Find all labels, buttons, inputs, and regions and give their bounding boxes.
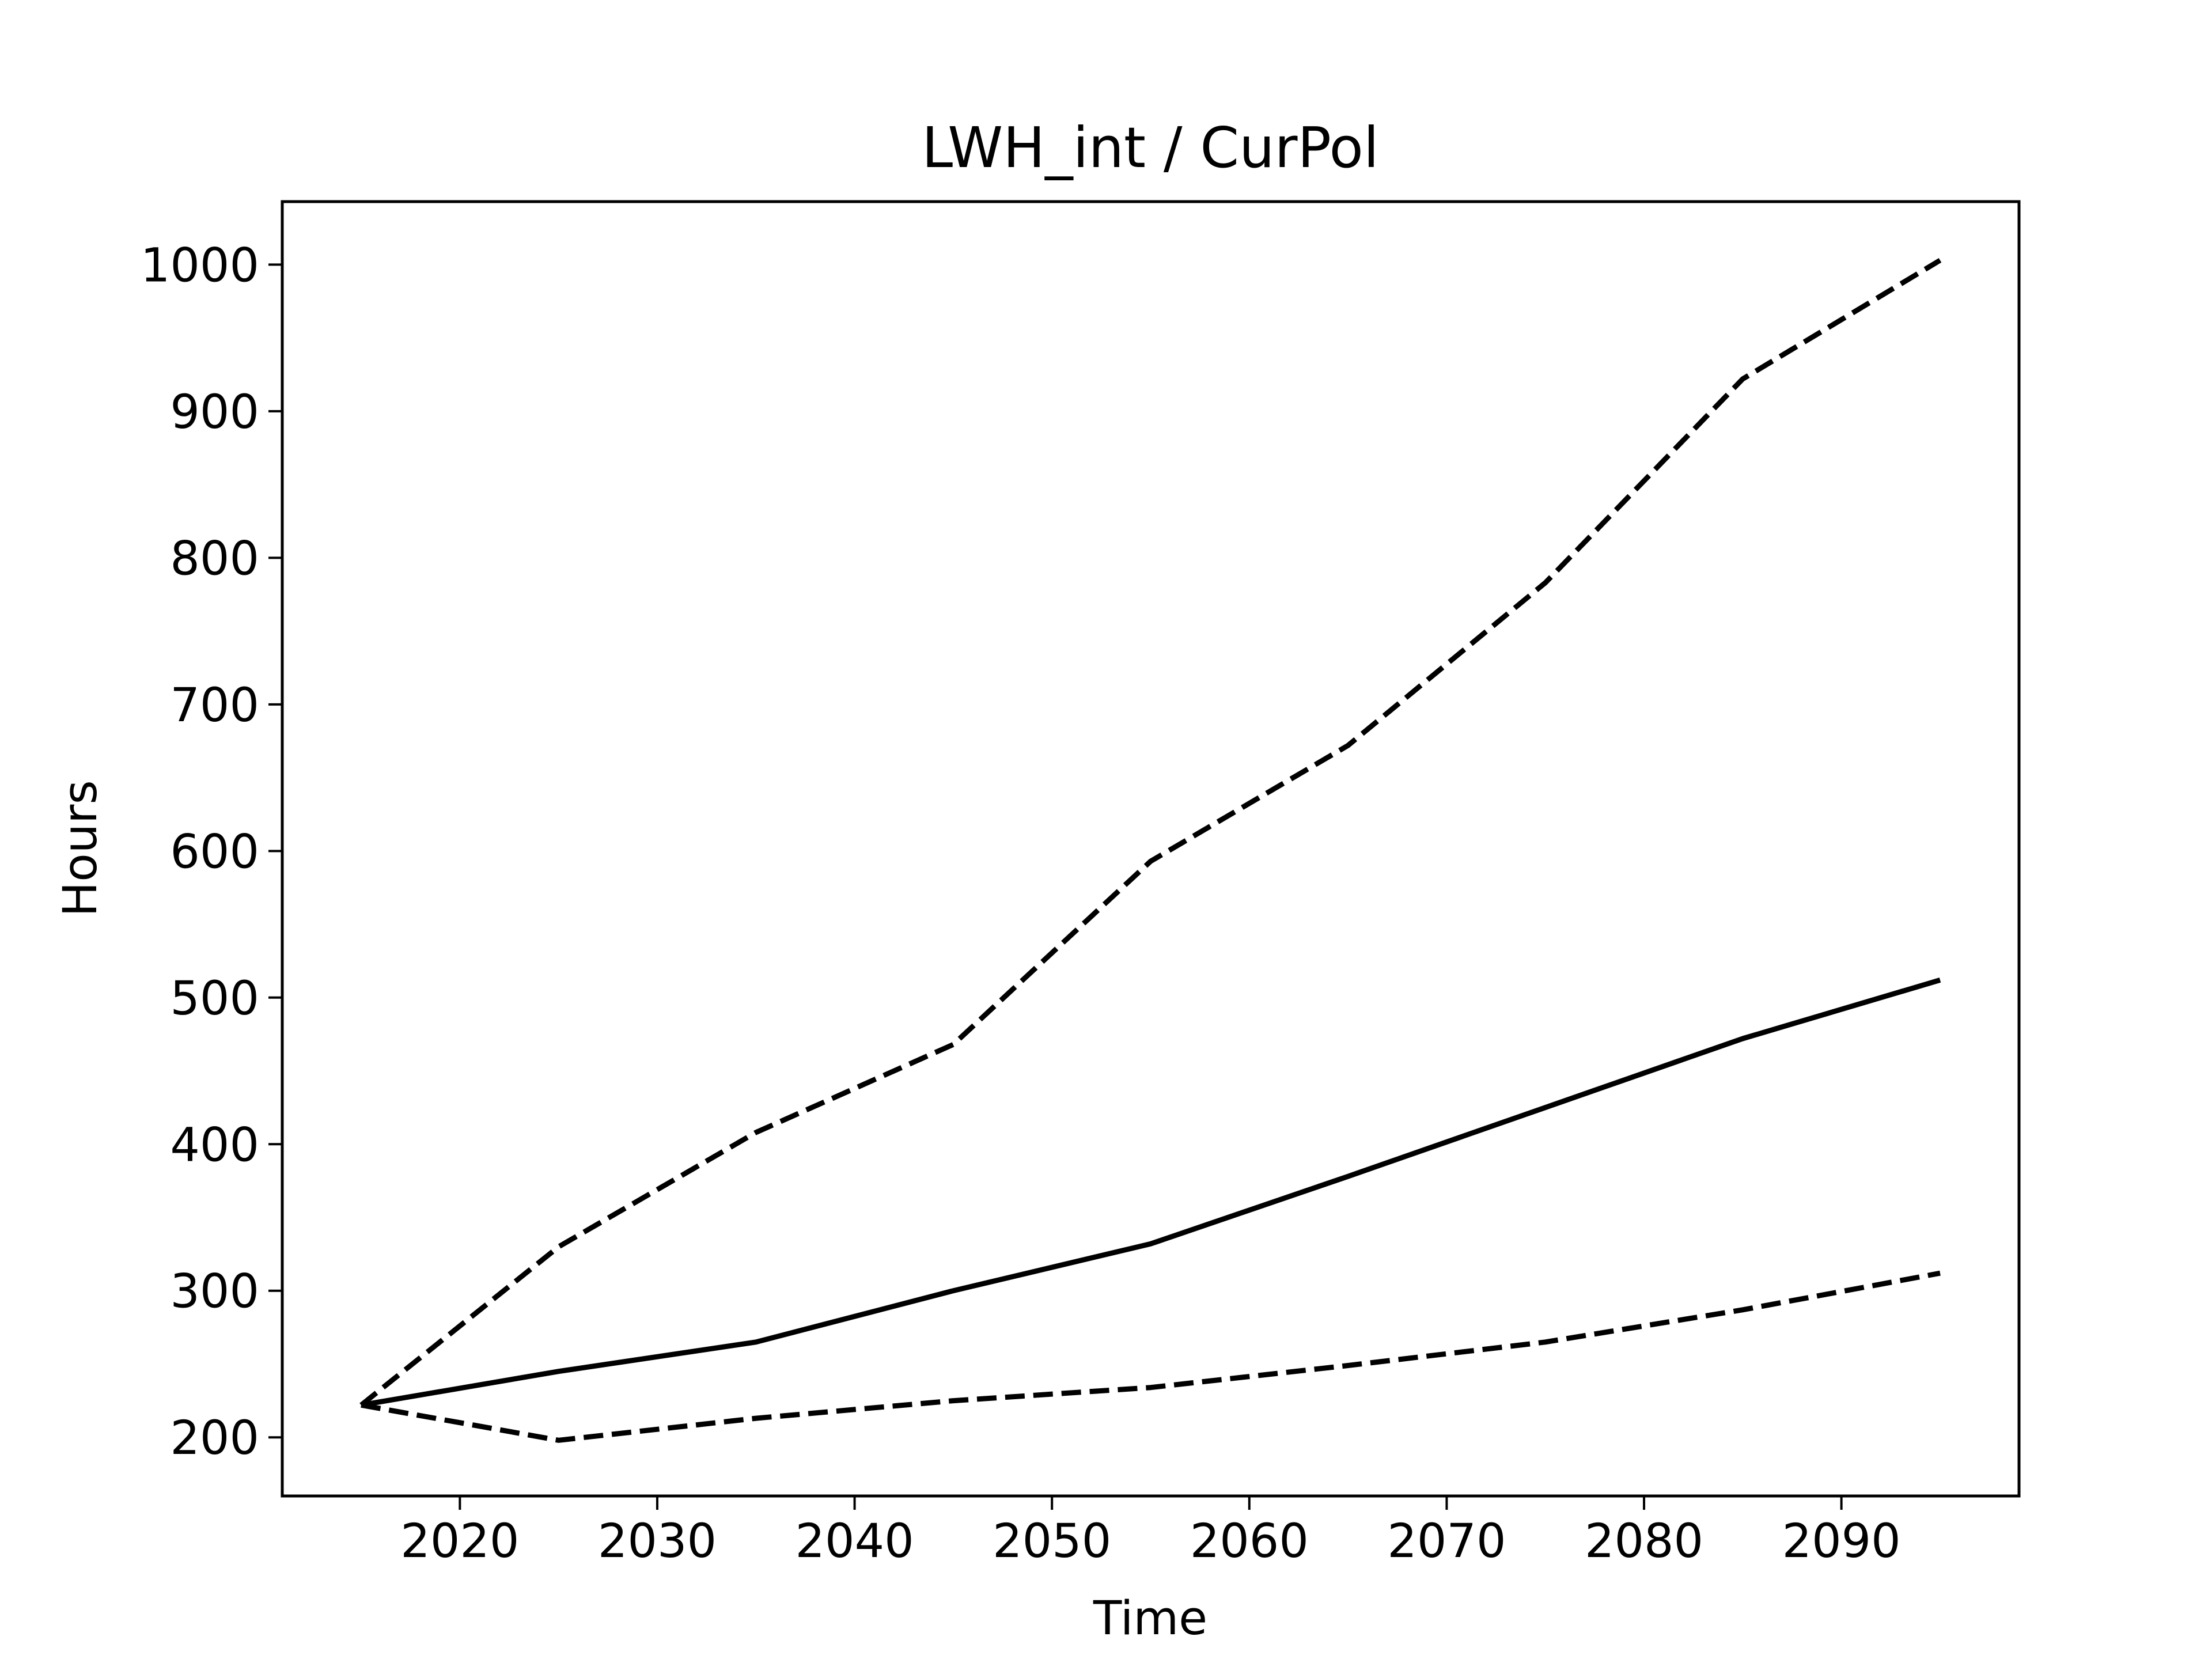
- y-tick-label: 600: [170, 825, 259, 879]
- series-group: [359, 257, 1942, 1443]
- x-tick-label: 2060: [1190, 1514, 1309, 1569]
- y-tick-label: 900: [170, 385, 259, 440]
- x-tick-label: 2050: [993, 1514, 1111, 1569]
- y-tick-label: 400: [170, 1118, 259, 1172]
- y-tick-label: 700: [170, 679, 259, 733]
- x-tick-label: 2020: [400, 1514, 519, 1569]
- x-tick-label: 2070: [1387, 1514, 1506, 1569]
- plot-frame: [281, 200, 2021, 1498]
- x-tick-label: 2040: [796, 1514, 914, 1569]
- series-line-2: [361, 977, 1941, 1408]
- y-tick-label: 800: [170, 532, 259, 586]
- x-axis: 2020 2030 2040 2050 2060 2070 2080 2090: [400, 1496, 1901, 1569]
- x-tick-label: 2030: [598, 1514, 717, 1569]
- y-tick-label: 200: [170, 1411, 259, 1465]
- chart-title: LWH_int / CurPol: [922, 115, 1379, 180]
- y-axis-label: Hours: [54, 780, 108, 916]
- x-axis-label: Time: [1093, 1592, 1207, 1646]
- x-tick-label: 2080: [1585, 1514, 1703, 1569]
- y-axis: 200 300 400 500 600 700 800 900 1000: [141, 238, 282, 1465]
- y-tick-label: 300: [170, 1265, 259, 1319]
- y-tick-label: 500: [170, 972, 259, 1026]
- series-line-1: [359, 257, 1942, 1407]
- series-line-3: [361, 1270, 1941, 1443]
- x-tick-label: 2090: [1782, 1514, 1901, 1569]
- y-tick-label: 1000: [141, 238, 259, 293]
